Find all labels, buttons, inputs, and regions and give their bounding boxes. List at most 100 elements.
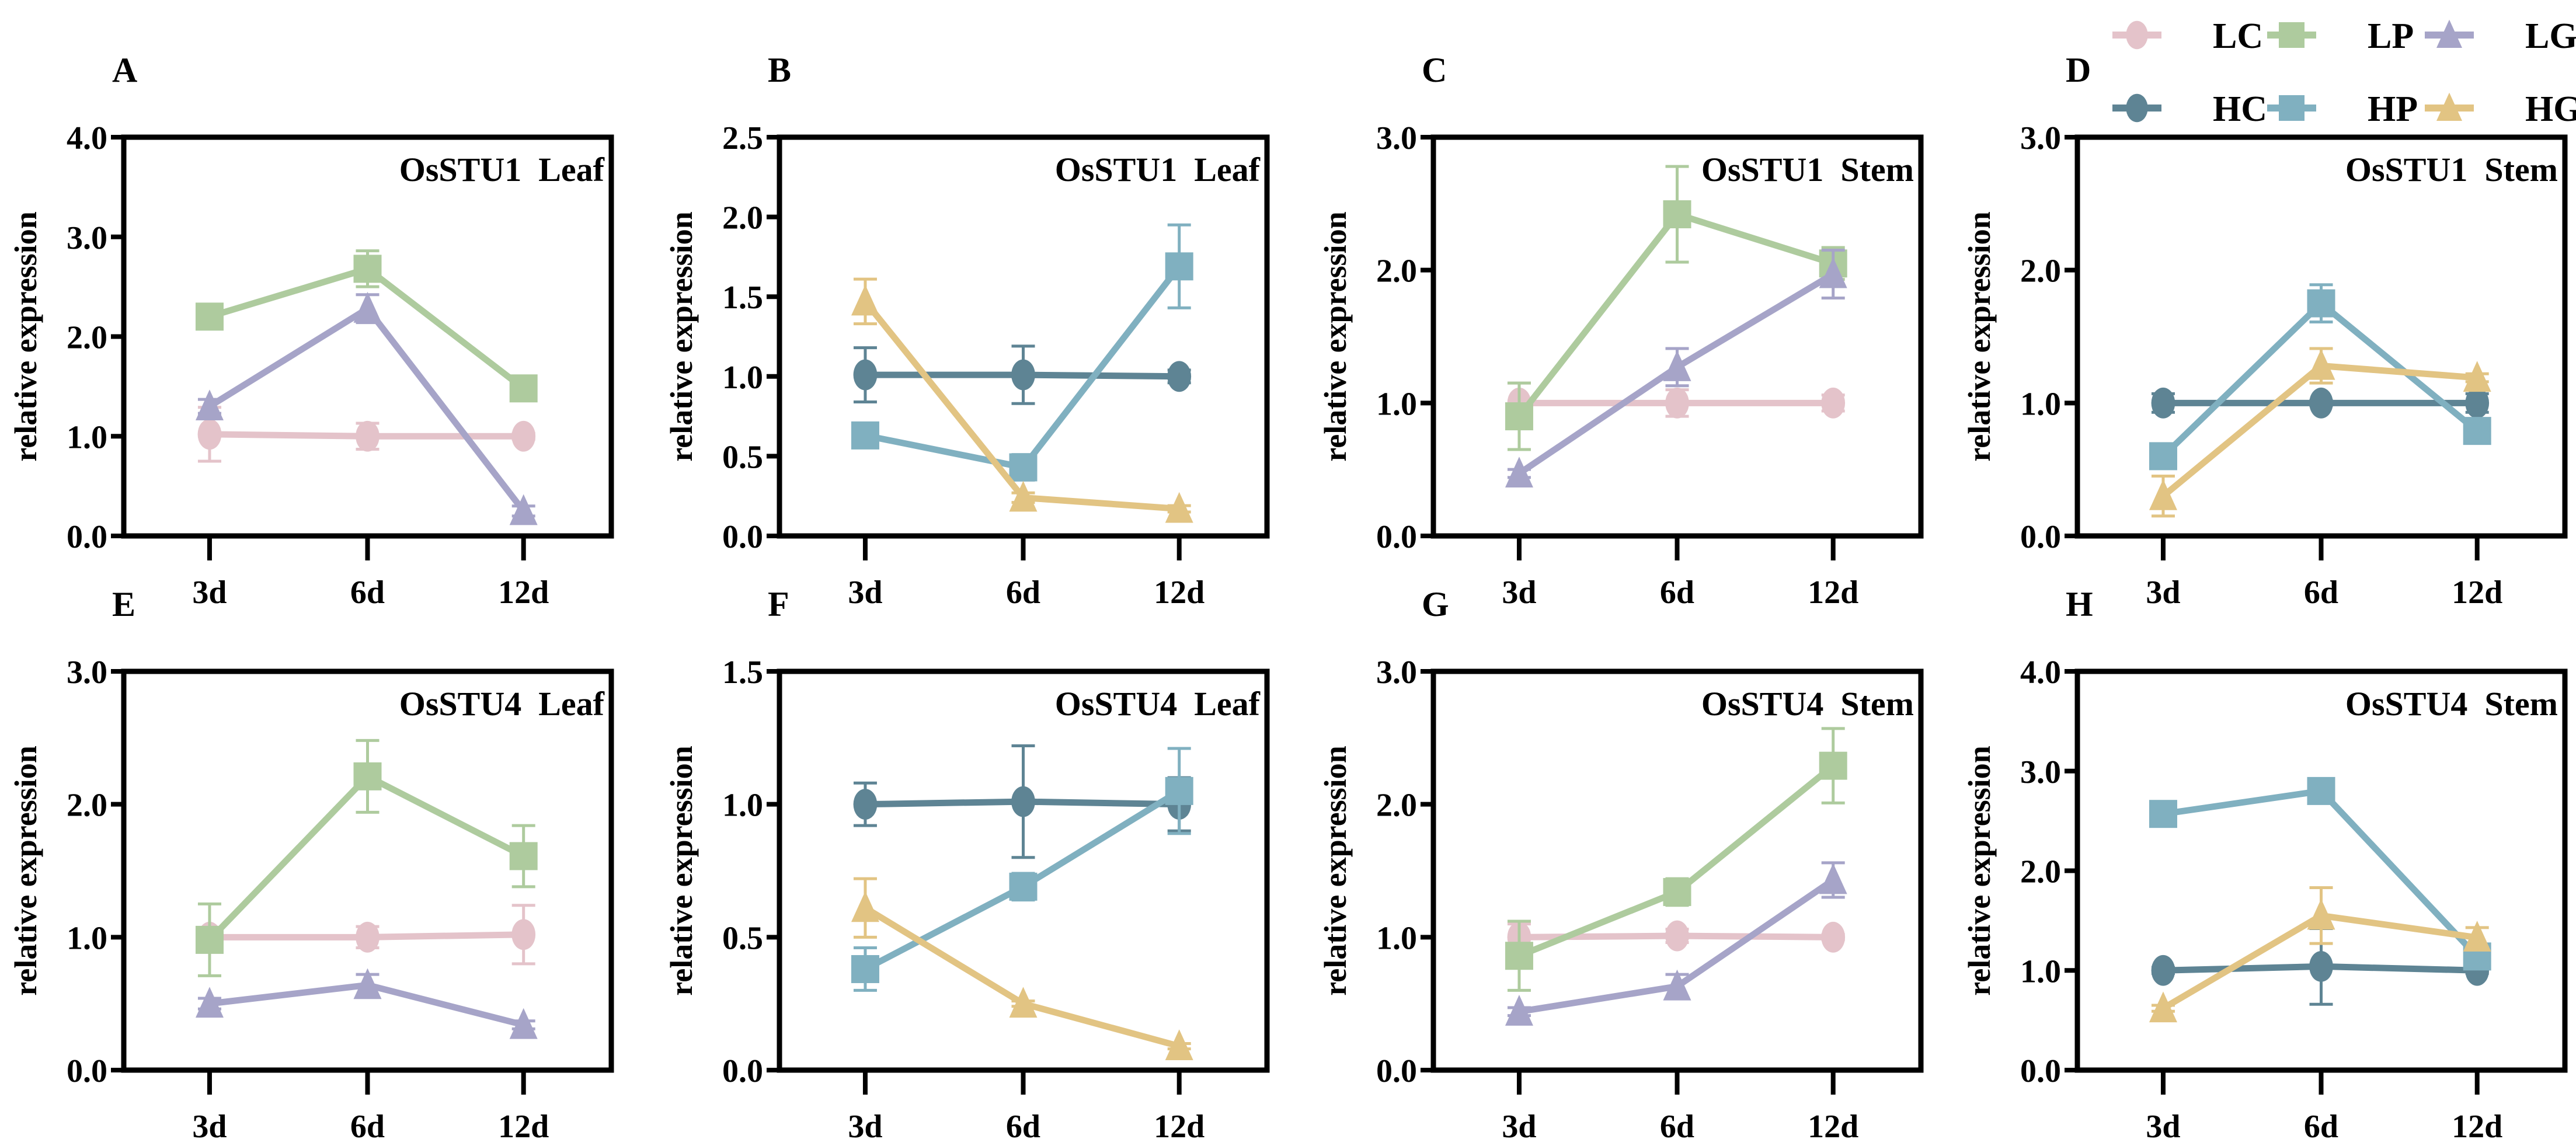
x-tick-label: 3d	[1502, 574, 1536, 611]
data-point	[356, 921, 380, 953]
data-point	[353, 291, 382, 323]
data-point	[1663, 350, 1691, 381]
data-point	[1819, 751, 1847, 780]
panel-letter: C	[1422, 51, 1447, 89]
data-point	[1505, 942, 1533, 970]
data-point	[1665, 387, 1689, 419]
panel-d: D 0.0 1.0 2.0 3.0 relative expression OsSTU1 S…	[1962, 51, 2568, 611]
data-point	[2463, 361, 2491, 392]
x-tick-label: 6d	[1006, 1109, 1040, 1145]
panel-title: OsSTU4 Leaf	[1055, 685, 1261, 723]
x-tick-label: 6d	[1006, 574, 1040, 611]
circle-marker-icon	[2126, 20, 2148, 50]
data-point	[853, 789, 878, 820]
panel-title: OsSTU1 Leaf	[399, 151, 605, 189]
y-tick-label: 1.0	[67, 920, 107, 956]
panel-letter: E	[112, 585, 135, 623]
y-tick-label: 1.0	[2020, 953, 2061, 990]
series-lc	[197, 904, 536, 966]
data-point	[2151, 387, 2175, 419]
data-point	[1009, 453, 1038, 482]
data-point	[511, 919, 536, 950]
legend-label: LP	[2368, 16, 2414, 56]
x-tick-label: 12d	[1808, 1109, 1858, 1145]
series-hc	[853, 344, 1192, 405]
series-lc	[1507, 920, 1846, 953]
data-point	[2465, 387, 2490, 419]
legend-item-lg: LG	[2425, 16, 2576, 56]
x-tick-label: 3d	[2146, 574, 2180, 611]
y-tick-label: 2.0	[2020, 253, 2061, 290]
panel-title: OsSTU1 Stem	[2345, 151, 2558, 189]
series-lp	[1505, 727, 1847, 992]
data-point	[1505, 995, 1533, 1026]
data-point	[509, 1008, 538, 1039]
y-tick-label: 2.0	[1376, 253, 1417, 290]
data-point	[851, 891, 879, 922]
data-point	[2463, 921, 2491, 952]
data-point	[509, 494, 538, 525]
legend-label: HG	[2525, 89, 2576, 129]
data-point	[195, 925, 224, 954]
y-axis-label: relative expression	[1318, 746, 1353, 995]
data-point	[1663, 969, 1691, 1001]
data-point	[353, 762, 382, 790]
y-tick-label: 4.0	[2020, 654, 2061, 691]
circle-marker-icon	[2126, 93, 2148, 123]
data-point	[1665, 920, 1689, 952]
data-point	[851, 284, 879, 316]
legend-label: HC	[2213, 89, 2267, 129]
panel-f: F 0.0 0.5 1.0 1.5 relative expression OsSTU4 L…	[664, 585, 1270, 1145]
data-point	[2309, 387, 2333, 419]
series-line	[208, 304, 527, 513]
y-tick-label: 2.0	[1376, 788, 1417, 824]
x-tick-label: 12d	[2452, 1109, 2502, 1145]
data-point	[2151, 955, 2175, 986]
series-lc	[1507, 381, 1846, 424]
panel-title: OsSTU4 Stem	[2345, 685, 2558, 723]
y-tick-label: 2.0	[2020, 854, 2061, 890]
y-tick-label: 2.0	[67, 788, 107, 824]
data-point	[2149, 442, 2177, 471]
data-point	[2149, 479, 2177, 510]
y-tick-label: 2.0	[67, 320, 107, 356]
data-point	[2307, 289, 2335, 318]
data-point	[195, 389, 224, 421]
panel-a: A 0.0 1.0 2.0 3.0 4.0 relative expression OsSTU…	[8, 51, 614, 611]
y-tick-label: 3.0	[1376, 654, 1417, 691]
legend-item-hp: HP	[2267, 89, 2418, 129]
data-point	[1165, 776, 1193, 805]
legend-item-hc: HC	[2112, 89, 2267, 129]
x-tick-label: 12d	[498, 574, 549, 611]
plot-frame	[1430, 668, 1924, 1073]
data-point	[1165, 252, 1193, 281]
data-point	[1819, 257, 1847, 288]
data-point	[1663, 877, 1691, 906]
panel-b: B 0.0 0.5 1.0 1.5 2.0 2.5 relative expression Os…	[664, 51, 1270, 611]
series-hg	[851, 877, 1193, 1061]
series-lg	[195, 291, 538, 525]
panel-letter: H	[2066, 585, 2093, 623]
series-line	[864, 905, 1181, 1050]
panel-letter: B	[768, 51, 791, 89]
x-tick-label: 3d	[192, 574, 227, 611]
y-tick-label: 1.5	[722, 654, 763, 691]
y-tick-label: 0.0	[1376, 519, 1417, 555]
x-tick-label: 12d	[1154, 574, 1205, 611]
x-tick-label: 6d	[350, 1109, 385, 1145]
panel-letter: F	[768, 585, 789, 623]
series-lg	[1505, 249, 1847, 487]
data-point	[511, 420, 536, 452]
y-tick-label: 1.0	[722, 360, 763, 396]
data-point	[1009, 872, 1038, 901]
x-tick-label: 3d	[848, 574, 882, 611]
y-tick-label: 0.5	[722, 439, 763, 475]
square-marker-icon	[2279, 95, 2305, 121]
y-tick-label: 0.0	[67, 519, 107, 555]
data-point	[353, 255, 382, 283]
data-point	[195, 302, 224, 331]
data-point	[1167, 361, 1192, 392]
data-point	[197, 419, 222, 450]
panel-title: OsSTU1 Stem	[1701, 151, 1914, 189]
x-tick-label: 3d	[1502, 1109, 1536, 1145]
